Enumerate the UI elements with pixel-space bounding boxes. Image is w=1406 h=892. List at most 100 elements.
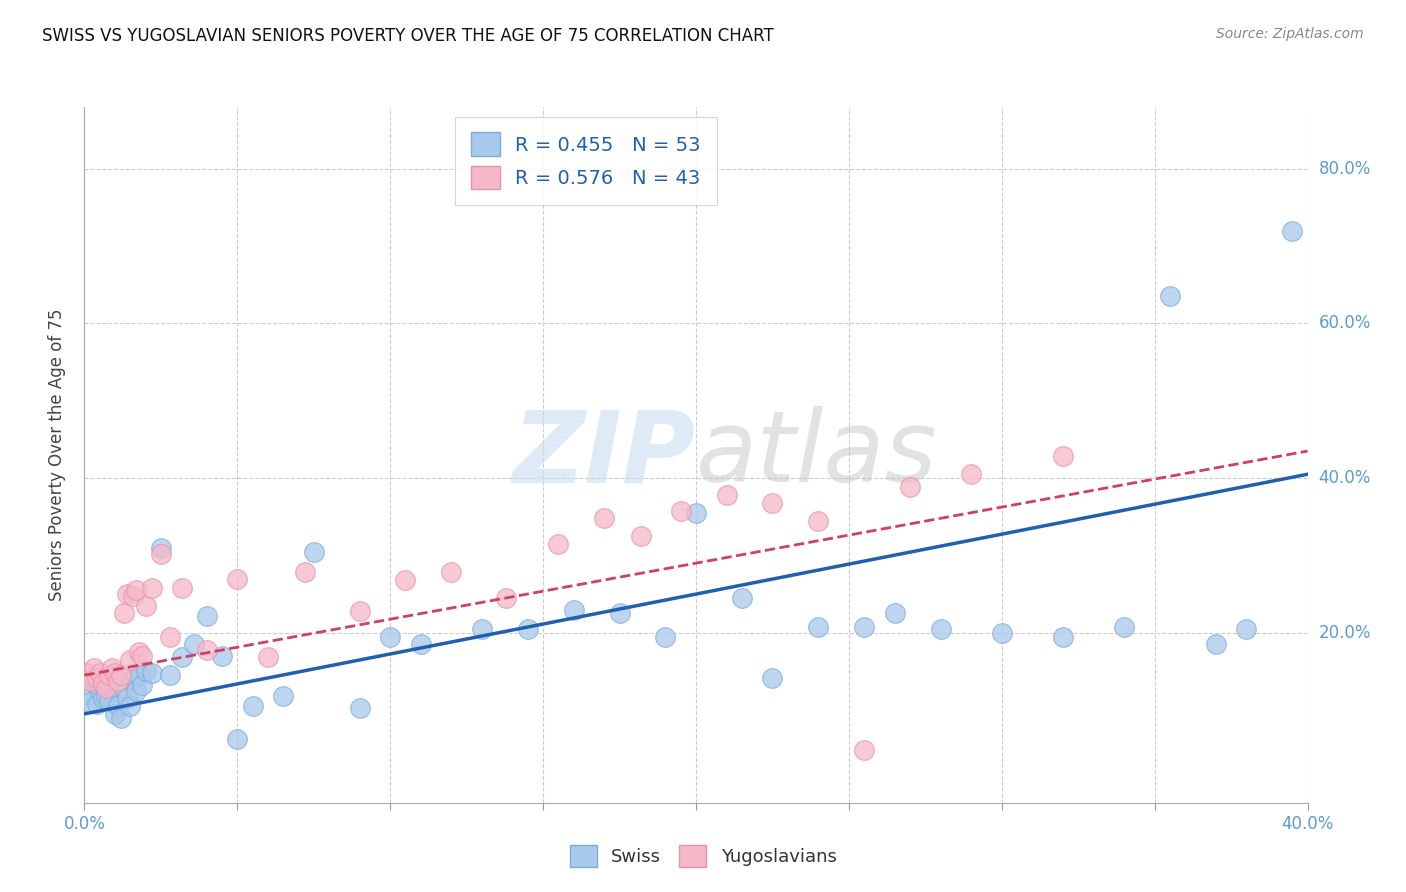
Point [141,581,163,595]
Point [83,660,105,674]
Point [440,566,463,580]
Point [929,622,952,636]
Point [104,665,127,680]
Point [86,671,108,685]
Point [94,681,117,696]
Point [761,496,783,510]
Point [107,673,129,688]
Point [294,566,316,580]
Point [141,665,163,680]
Point [211,648,233,663]
Point [226,572,249,586]
Point [630,529,652,543]
Point [853,619,876,633]
Point [991,625,1014,640]
Point [1052,450,1074,464]
Point [349,604,371,618]
Point [226,732,249,747]
Point [86,697,108,711]
Point [131,648,153,663]
Point [898,480,921,494]
Point [76,688,98,702]
Point [101,660,124,674]
Point [172,581,194,595]
Point [115,587,138,601]
Text: 40.0%: 40.0% [1319,469,1371,487]
Point [349,701,371,715]
Point [110,668,132,682]
Point [128,645,150,659]
Point [1234,622,1257,636]
Text: Source: ZipAtlas.com: Source: ZipAtlas.com [1216,27,1364,41]
Point [516,622,538,636]
Point [89,683,111,698]
Point [562,602,585,616]
Point [669,503,692,517]
Point [101,680,124,694]
Point [409,637,432,651]
Point [91,676,114,690]
Point [94,689,117,703]
Point [609,607,631,621]
Point [79,695,101,709]
Point [883,607,905,621]
Point [115,691,138,706]
Point [853,743,876,757]
Point [257,650,280,665]
Point [79,673,101,688]
Point [1205,637,1227,651]
Point [593,511,616,525]
Text: 20.0%: 20.0% [1319,624,1371,641]
Point [1159,289,1181,303]
Point [242,699,264,714]
Point [110,711,132,725]
Point [1114,619,1136,633]
Point [716,488,738,502]
Point [172,650,194,665]
Point [122,672,145,686]
Point [131,678,153,692]
Point [125,683,148,698]
Point [547,537,569,551]
Point [731,591,754,605]
Text: 60.0%: 60.0% [1319,315,1371,333]
Point [76,665,98,680]
Point [685,506,707,520]
Point [159,630,181,644]
Point [89,665,111,680]
Point [1281,224,1303,238]
Point [135,599,157,613]
Point [761,671,783,685]
Point [125,583,148,598]
Point [654,630,676,644]
Point [380,630,402,644]
Point [471,622,494,636]
Point [271,689,294,703]
Text: 80.0%: 80.0% [1319,160,1371,178]
Text: SWISS VS YUGOSLAVIAN SENIORS POVERTY OVER THE AGE OF 75 CORRELATION CHART: SWISS VS YUGOSLAVIAN SENIORS POVERTY OVE… [42,27,773,45]
Point [149,547,172,561]
Point [159,668,181,682]
Point [120,699,142,714]
Legend: R = 0.455   N = 53, R = 0.576   N = 43: R = 0.455 N = 53, R = 0.576 N = 43 [456,117,717,205]
Point [112,607,135,621]
Point [83,676,105,690]
Point [122,589,145,603]
Point [128,668,150,682]
Point [107,699,129,714]
Point [195,608,218,623]
Point [104,706,127,721]
Y-axis label: Seniors Poverty Over the Age of 75: Seniors Poverty Over the Age of 75 [48,309,66,601]
Point [149,541,172,555]
Point [960,467,983,482]
Point [112,681,135,696]
Point [394,573,416,587]
Point [120,653,142,667]
Point [495,591,517,605]
Point [91,691,114,706]
Legend: Swiss, Yugoslavians: Swiss, Yugoslavians [562,838,844,874]
Point [195,642,218,657]
Point [97,694,120,708]
Point [807,619,830,633]
Point [135,665,157,679]
